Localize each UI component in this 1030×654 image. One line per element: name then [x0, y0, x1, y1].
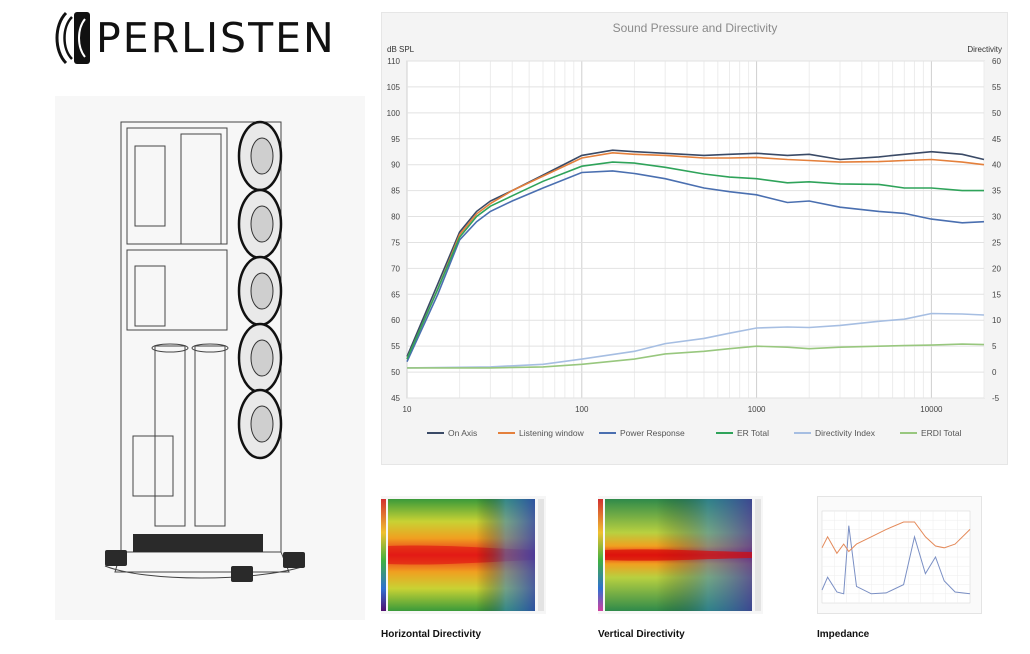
impedance-plot	[817, 496, 982, 614]
y2-tick-label: 30	[992, 213, 1001, 222]
y-tick-label: 60	[391, 316, 400, 325]
y2-tick-label: 0	[992, 368, 997, 377]
y-tick-label: 45	[391, 394, 400, 403]
y2-tick-label: 50	[992, 109, 1001, 118]
y-tick-label: 80	[391, 213, 400, 222]
series-line-listening-window	[406, 151, 985, 360]
legend-label: Listening window	[519, 428, 585, 438]
y2-tick-label: 45	[992, 135, 1001, 144]
plot-area	[406, 60, 985, 399]
y-axis-label-left: dB SPL	[387, 45, 415, 54]
y2-tick-label: 60	[992, 57, 1001, 66]
x-tick-label: 10000	[920, 405, 943, 414]
x-tick-label: 10	[403, 405, 412, 414]
y-tick-label: 105	[387, 83, 401, 92]
y-tick-label: 70	[391, 264, 400, 273]
y2-tick-label: 40	[992, 161, 1001, 170]
vertical-directivity-heatmap	[598, 499, 761, 611]
legend-label: ERDI Total	[921, 428, 962, 438]
horizontal-directivity-heatmap	[381, 499, 544, 611]
y2-tick-label: 35	[992, 187, 1001, 196]
vertical-directivity-label: Vertical Directivity	[598, 629, 685, 640]
vertical-directivity-plot	[598, 496, 763, 614]
chart-title: Sound Pressure and Directivity	[613, 21, 778, 35]
y2-tick-label: -5	[992, 394, 1000, 403]
brand-name: PERLISTEN	[96, 14, 336, 62]
legend-label: Directivity Index	[815, 428, 876, 438]
series-line-power-response	[406, 170, 985, 363]
y2-tick-label: 20	[992, 264, 1001, 273]
y2-tick-label: 25	[992, 238, 1001, 247]
impedance-chart-svg	[821, 510, 971, 604]
logo-mark-icon	[55, 11, 90, 65]
y2-tick-label: 55	[992, 83, 1001, 92]
y2-tick-label: 15	[992, 290, 1001, 299]
x-tick-label: 100	[575, 405, 589, 414]
impedance-series-line	[821, 521, 971, 555]
series-line-erdi-total	[407, 343, 985, 369]
legend-label: On Axis	[448, 428, 477, 438]
series-line-on-axis	[406, 149, 985, 357]
series-line-er-total	[406, 161, 984, 360]
y-tick-label: 110	[387, 57, 400, 66]
y-tick-label: 55	[391, 342, 400, 351]
y-axis-label-right: Directivity	[967, 45, 1002, 54]
y-tick-label: 65	[391, 290, 400, 299]
impedance-series-line	[821, 525, 971, 595]
horizontal-directivity-label: Horizontal Directivity	[381, 629, 482, 640]
horizontal-directivity-plot	[381, 496, 546, 614]
y-tick-label: 90	[391, 161, 400, 170]
x-tick-label: 1000	[748, 405, 766, 414]
impedance-label: Impedance	[817, 629, 870, 640]
legend-label: ER Total	[737, 428, 769, 438]
y2-tick-label: 5	[992, 342, 997, 351]
y-tick-label: 75	[391, 238, 400, 247]
legend-label: Power Response	[620, 428, 685, 438]
sound-pressure-chart: Sound Pressure and Directivity dB SPL Di…	[381, 12, 1008, 465]
brand-logo: PERLISTEN	[52, 10, 336, 66]
y-tick-label: 50	[391, 368, 400, 377]
speaker-wireframe-icon	[104, 120, 306, 582]
speaker-illustration	[55, 96, 365, 620]
y-tick-label: 100	[387, 109, 401, 118]
sound-pressure-chart-svg: Sound Pressure and Directivity dB SPL Di…	[387, 21, 1002, 438]
y-tick-label: 95	[391, 135, 400, 144]
y2-tick-label: 10	[992, 316, 1001, 325]
series-line-directivity-index	[406, 312, 985, 369]
y-tick-label: 85	[391, 187, 400, 196]
